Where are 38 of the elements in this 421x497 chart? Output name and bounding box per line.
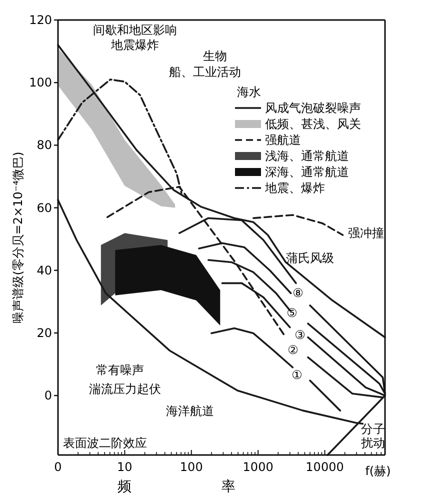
annotation: 蒲氏风级 [286,251,334,265]
text: f(赫) [365,464,391,478]
y-tick-label: 40 [36,263,52,278]
legend-label: 低频、甚浅、风关 [265,117,361,131]
annotation: 海洋航道 [166,404,214,418]
annotation: 常有噪声 [96,363,144,377]
y-tick-label: 80 [36,138,52,152]
y-axis-title: 噪声谱级(零分贝=2×10⁻⁴微巴) [11,152,25,324]
annotation: 地震爆炸 [110,38,159,52]
annotation: 强冲撞 [348,226,384,240]
annotation: 间歇和地区影响 [93,23,177,37]
x-tick-label: 10000 [306,460,344,474]
annotation: ① [292,368,302,382]
annotation: ③ [294,328,306,342]
annotation: ⑤ [286,306,298,320]
annotation: ⑧ [292,286,304,300]
annotation: 生物 [203,49,227,63]
annotation: 分子扰动 [360,422,385,450]
annotation: 湍流压力起伏 [89,382,161,396]
legend-label: 深海、通常航道 [265,165,349,179]
y-tick-label: 60 [36,200,52,215]
y-tick-label: 100 [29,76,52,90]
legend-title: 海水 [237,85,261,99]
y-tick-label: 20 [36,326,52,340]
x-tick-label: 10 [117,460,132,474]
annotation: 船、工业活动 [169,65,241,79]
legend-label: 浅海、通常航道 [265,149,349,163]
annotation: ② [288,343,298,357]
y-tick-label: 120 [29,13,52,27]
legend-label: 风成气泡破裂噪声 [265,101,361,115]
y-tick-label: 0 [44,388,52,403]
x-tick-label: 0 [54,460,62,474]
legend-label: 地震、爆炸 [264,181,325,195]
x-tick-label: 1000 [242,460,274,474]
x-tick-label: 100 [180,460,203,474]
annotation: 表面波二阶效应 [63,436,147,450]
legend-label: 强航道 [265,133,301,147]
x-axis-title: 频率 [118,479,326,495]
